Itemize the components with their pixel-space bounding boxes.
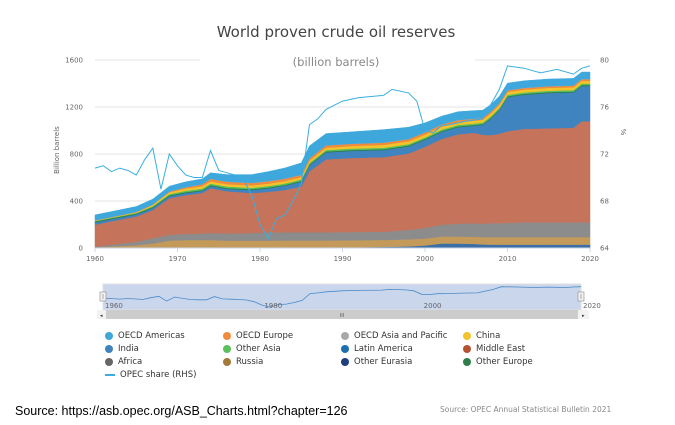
navigator-series <box>102 286 582 308</box>
legend-item-russia[interactable]: Russia <box>223 356 341 368</box>
legend: OECD Americas OECD Europe OECD Asia and Pa… <box>105 330 605 381</box>
y-tick-label: 1600 <box>65 57 83 65</box>
legend-label: OPEC share (RHS) <box>120 370 197 380</box>
legend-item-china[interactable]: China <box>463 330 573 342</box>
legend-item-latin-america[interactable]: Latin America <box>341 343 463 355</box>
navigator-label: 2000 <box>424 302 442 310</box>
chart-subtitle: (billion barrels) <box>293 55 380 69</box>
legend-dot-icon <box>223 332 231 340</box>
y2-tick-label: 64 <box>600 245 609 253</box>
stacked-areas <box>94 71 591 249</box>
y-axis-label: Billion barrels <box>53 126 61 174</box>
legend-label: OECD Americas <box>118 331 185 341</box>
legend-label: Russia <box>236 357 264 367</box>
scrollbar-thumb[interactable] <box>106 310 578 319</box>
y2-tick-label: 68 <box>600 198 609 206</box>
scroll-left-arrow-icon[interactable]: ◂ <box>100 313 103 319</box>
opec-share-line <box>94 65 591 240</box>
y2-tick-label: 72 <box>600 151 609 159</box>
legend-dot-icon <box>105 332 113 340</box>
legend-dot-icon <box>341 332 349 340</box>
x-tick-label: 1960 <box>86 255 104 263</box>
legend-label: OECD Asia and Pacific <box>354 331 448 341</box>
legend-dot-icon <box>105 358 113 366</box>
legend-dot-icon <box>341 358 349 366</box>
legend-dot-icon <box>463 358 471 366</box>
y-tick-label: 800 <box>70 151 83 159</box>
legend-item-middle-east[interactable]: Middle East <box>463 343 573 355</box>
y2-axis-label: % <box>619 129 627 136</box>
title-background <box>200 18 475 78</box>
legend-dot-icon <box>463 332 471 340</box>
navigator[interactable]: 1960 1980 2000 2020 ◂ ▸ III <box>97 283 601 319</box>
x-tick-label: 1990 <box>334 255 352 263</box>
legend-item-opec-share-rhs[interactable]: OPEC share (RHS) <box>105 369 223 381</box>
legend-item-other-europe[interactable]: Other Europe <box>463 356 573 368</box>
legend-dot-icon <box>463 345 471 353</box>
legend-item-oecd-americas[interactable]: OECD Americas <box>105 330 223 342</box>
scrollbar-grip: III <box>340 313 344 319</box>
opec-share-path <box>94 65 591 240</box>
legend-label: Other Europe <box>476 357 533 367</box>
legend-label: Latin America <box>354 344 413 354</box>
source-note: Source: OPEC Annual Statistical Bulletin… <box>440 405 612 414</box>
area-oecd-americas <box>94 71 591 221</box>
y-tick-label: 0 <box>79 245 83 253</box>
navigator-label: 1980 <box>264 302 282 310</box>
x-tick-label: 2000 <box>416 255 434 263</box>
scroll-right-arrow-icon[interactable]: ▸ <box>582 313 585 319</box>
navigator-label: 2020 <box>583 302 601 310</box>
legend-line-icon <box>105 374 115 376</box>
legend-item-oecd-asia-and-pacific[interactable]: OECD Asia and Pacific <box>341 330 463 342</box>
legend-label: Africa <box>118 357 143 367</box>
x-tick-label: 1980 <box>251 255 269 263</box>
legend-label: India <box>118 344 139 354</box>
x-tick-label: 2010 <box>499 255 517 263</box>
y-tick-label: 400 <box>70 198 83 206</box>
chart-title: World proven crude oil reserves <box>217 23 456 41</box>
legend-item-oecd-europe[interactable]: OECD Europe <box>223 330 341 342</box>
legend-item-other-asia[interactable]: Other Asia <box>223 343 341 355</box>
navigator-label: 1960 <box>105 302 123 310</box>
legend-dot-icon <box>341 345 349 353</box>
y2-tick-label: 80 <box>600 57 609 65</box>
legend-item-india[interactable]: India <box>105 343 223 355</box>
legend-label: Middle East <box>476 344 526 354</box>
legend-item-africa[interactable]: Africa <box>105 356 223 368</box>
legend-dot-icon <box>223 345 231 353</box>
legend-dot-icon <box>223 358 231 366</box>
x-tick-label: 1970 <box>169 255 187 263</box>
y2-axis-ticks: 64 68 72 76 80 <box>600 57 609 253</box>
legend-label: Other Asia <box>236 344 281 354</box>
legend-item-other-eurasia[interactable]: Other Eurasia <box>341 356 463 368</box>
y-axis-ticks: 0 400 800 1200 1600 <box>65 57 83 253</box>
legend-label: OECD Europe <box>236 331 294 341</box>
y2-tick-label: 76 <box>600 104 609 112</box>
legend-label: Other Eurasia <box>354 357 413 367</box>
source-url-caption: Source: https://asb.opec.org/ASB_Charts.… <box>15 404 348 418</box>
legend-dot-icon <box>105 345 113 353</box>
y-tick-label: 1200 <box>65 104 83 112</box>
legend-label: China <box>476 331 501 341</box>
x-tick-label: 2020 <box>581 255 599 263</box>
x-axis-ticks: 1960 1970 1980 1990 2000 2010 2020 <box>86 247 599 263</box>
